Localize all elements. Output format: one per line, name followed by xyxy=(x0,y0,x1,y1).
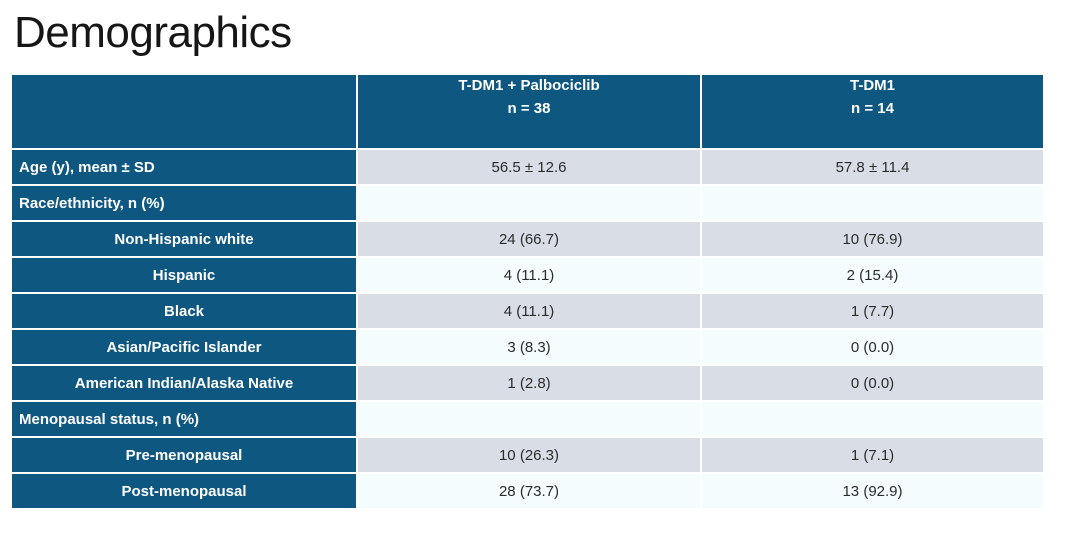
table-row: Hispanic 4 (11.1) 2 (15.4) xyxy=(12,258,1043,292)
data-cell: 1 (7.7) xyxy=(702,294,1043,328)
demographics-table: T-DM1 + Palbociclib n = 38 T-DM1 n = 14 … xyxy=(10,73,1045,510)
table-row: Black 4 (11.1) 1 (7.7) xyxy=(12,294,1043,328)
data-cell: 56.5 ± 12.6 xyxy=(358,150,700,184)
data-cell: 4 (11.1) xyxy=(358,258,700,292)
table-row: Menopausal status, n (%) xyxy=(12,402,1043,436)
row-label: Non-Hispanic white xyxy=(12,222,356,256)
table-row: Asian/Pacific Islander 3 (8.3) 0 (0.0) xyxy=(12,330,1043,364)
data-cell: 1 (2.8) xyxy=(358,366,700,400)
header-row: T-DM1 + Palbociclib n = 38 T-DM1 n = 14 xyxy=(12,75,1043,148)
data-cell xyxy=(702,186,1043,220)
column-title: T-DM1 xyxy=(850,77,895,94)
row-label: Race/ethnicity, n (%) xyxy=(12,186,356,220)
data-cell: 0 (0.0) xyxy=(702,366,1043,400)
row-label: Black xyxy=(12,294,356,328)
data-cell: 4 (11.1) xyxy=(358,294,700,328)
data-cell: 10 (76.9) xyxy=(702,222,1043,256)
data-cell: 28 (73.7) xyxy=(358,474,700,508)
row-label: Pre-menopausal xyxy=(12,438,356,472)
column-n-count: n = 38 xyxy=(507,99,551,117)
data-cell xyxy=(358,402,700,436)
row-label: Hispanic xyxy=(12,258,356,292)
data-cell: 57.8 ± 11.4 xyxy=(702,150,1043,184)
header-cell-tdm1: T-DM1 n = 14 xyxy=(702,75,1043,148)
table-row: American Indian/Alaska Native 1 (2.8) 0 (0… xyxy=(12,366,1043,400)
data-cell: 1 (7.1) xyxy=(702,438,1043,472)
row-label: Asian/Pacific Islander xyxy=(12,330,356,364)
slide-title: Demographics xyxy=(14,8,292,57)
column-title: T-DM1 + Palbociclib xyxy=(458,77,600,94)
data-cell: 2 (15.4) xyxy=(702,258,1043,292)
row-label: Age (y), mean ± SD xyxy=(12,150,356,184)
data-cell: 10 (26.3) xyxy=(358,438,700,472)
data-cell: 24 (66.7) xyxy=(358,222,700,256)
data-cell: 13 (92.9) xyxy=(702,474,1043,508)
table-row: Race/ethnicity, n (%) xyxy=(12,186,1043,220)
data-cell: 0 (0.0) xyxy=(702,330,1043,364)
data-cell xyxy=(702,402,1043,436)
table-row: Non-Hispanic white 24 (66.7) 10 (76.9) xyxy=(12,222,1043,256)
row-label: Menopausal status, n (%) xyxy=(12,402,356,436)
data-cell: 3 (8.3) xyxy=(358,330,700,364)
column-n-count: n = 14 xyxy=(851,99,894,117)
table-body: Age (y), mean ± SD 56.5 ± 12.6 57.8 ± 11.4… xyxy=(12,150,1043,508)
row-label: Post-menopausal xyxy=(12,474,356,508)
table-row: Post-menopausal 28 (73.7) 13 (92.9) xyxy=(12,474,1043,508)
header-cell-tdm1-palbociclib: T-DM1 + Palbociclib n = 38 xyxy=(358,75,700,148)
data-cell xyxy=(358,186,700,220)
table-row: Age (y), mean ± SD 56.5 ± 12.6 57.8 ± 11.4 xyxy=(12,150,1043,184)
table-row: Pre-menopausal 10 (26.3) 1 (7.1) xyxy=(12,438,1043,472)
row-label: American Indian/Alaska Native xyxy=(12,366,356,400)
header-cell-empty xyxy=(12,75,356,148)
